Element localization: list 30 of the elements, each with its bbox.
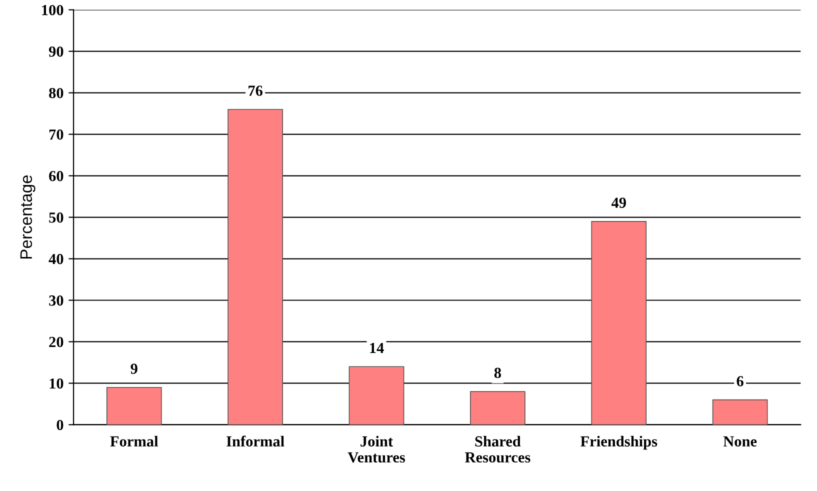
y-tick-label: 30 [49,295,64,306]
y-tick-label: 0 [56,420,64,430]
x-tick-label: None [723,436,757,447]
bar [712,399,768,425]
data-label: 14 [370,342,384,354]
x-tick-label: Formal [110,436,158,447]
y-tick-label: 70 [49,129,64,140]
y-tick-label: 100 [42,4,64,16]
y-axis-title: Percentage [20,175,36,259]
data-label: 8 [494,368,502,378]
bar [106,386,162,425]
y-tick-label: 50 [49,212,64,223]
x-tick-label: Friendships [580,436,658,450]
y-tick-label: 10 [50,378,64,389]
bar [348,366,404,425]
y-tick-label: 40 [48,254,64,264]
x-tick-label: Shared Resources [464,436,530,463]
x-tick-label: Informal [226,436,284,447]
data-label: 76 [248,86,263,96]
y-tick-label: 90 [48,46,64,57]
data-label: 9 [130,364,138,374]
bar [228,108,283,425]
y-tick-label: 80 [49,88,64,98]
y-tick-label: 60 [49,170,64,182]
x-tick-label: Joint Ventures [348,436,405,463]
y-tick-label: 20 [49,336,64,348]
bar [470,391,526,425]
data-label: 6 [736,376,744,386]
data-label: 49 [611,198,626,208]
bar [591,220,647,425]
